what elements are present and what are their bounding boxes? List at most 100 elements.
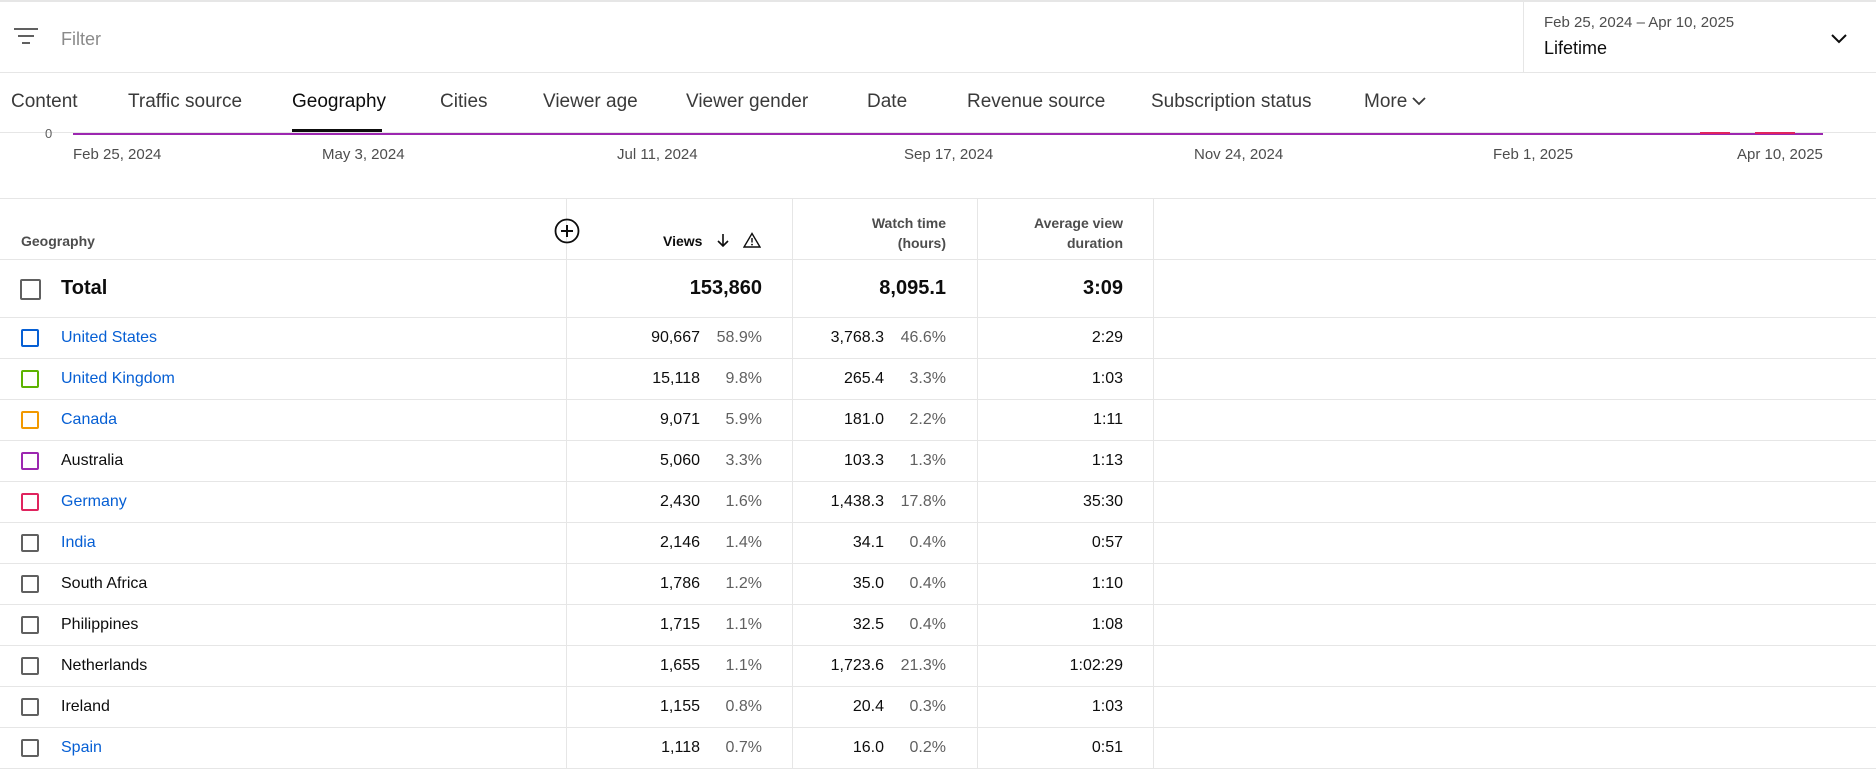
y-axis-zero-label: 0 xyxy=(45,126,53,141)
watch-time-percent: 17.8% xyxy=(900,493,946,510)
date-range-text: Feb 25, 2024 – Apr 10, 2025 xyxy=(1544,14,1735,31)
country-name[interactable]: United Kingdom xyxy=(61,370,175,387)
geography-table: Geography Views Watch time (hours) Avera… xyxy=(0,198,1876,769)
watch-time-value: 34.1 xyxy=(852,534,884,551)
column-header-geography[interactable]: Geography xyxy=(21,233,95,249)
avg-duration-value: 1:11 xyxy=(1093,411,1123,428)
x-axis-tick: Sep 17, 2024 xyxy=(904,146,994,163)
row-checkbox[interactable] xyxy=(21,370,39,388)
country-name: Australia xyxy=(61,452,124,469)
watch-time-value: 103.3 xyxy=(843,452,884,469)
row-checkbox[interactable] xyxy=(21,329,39,347)
tab-viewer-gender[interactable]: Viewer gender xyxy=(686,91,809,112)
row-checkbox[interactable] xyxy=(21,534,39,552)
views-percent: 1.2% xyxy=(725,575,762,592)
table-row: Spain 1,118 0.7% 16.0 0.2% 0:51 xyxy=(0,728,1876,769)
row-checkbox[interactable] xyxy=(21,739,39,757)
tab-traffic-source[interactable]: Traffic source xyxy=(128,91,243,112)
column-header-views[interactable]: Views xyxy=(663,233,703,249)
filter-input[interactable]: Filter xyxy=(61,29,101,49)
add-column-icon[interactable] xyxy=(554,218,580,244)
country-name: Ireland xyxy=(61,698,110,715)
row-checkbox[interactable] xyxy=(21,575,39,593)
date-range-picker[interactable]: Feb 25, 2024 – Apr 10, 2025 Lifetime xyxy=(1523,2,1876,73)
chart-series-accent xyxy=(1700,132,1730,134)
column-divider xyxy=(566,199,567,768)
total-checkbox[interactable] xyxy=(20,279,41,300)
filter-icon[interactable] xyxy=(14,28,38,48)
watch-time-percent: 2.2% xyxy=(909,411,946,428)
watch-time-value: 32.5 xyxy=(852,616,884,633)
views-percent: 58.9% xyxy=(716,329,762,346)
views-value: 5,060 xyxy=(659,452,700,469)
views-percent: 1.1% xyxy=(725,657,762,674)
row-checkbox[interactable] xyxy=(21,452,39,470)
views-percent: 1.6% xyxy=(725,493,762,510)
table-row: Germany 2,430 1.6% 1,438.3 17.8% 35:30 xyxy=(0,482,1876,523)
watch-time-value: 35.0 xyxy=(852,575,884,592)
views-value: 2,430 xyxy=(659,493,700,510)
country-name[interactable]: Germany xyxy=(61,493,127,510)
tab-geography[interactable]: Geography xyxy=(292,91,387,112)
country-name[interactable]: Spain xyxy=(61,739,102,756)
watch-time-value: 181.0 xyxy=(843,411,884,428)
tab-subscription-status[interactable]: Subscription status xyxy=(1151,91,1312,112)
x-axis-tick: Feb 1, 2025 xyxy=(1493,146,1574,163)
row-checkbox[interactable] xyxy=(21,493,39,511)
country-name: Philippines xyxy=(61,616,139,633)
row-checkbox[interactable] xyxy=(21,657,39,675)
watch-time-value: 1,723.6 xyxy=(830,657,884,674)
avg-duration-value: 0:51 xyxy=(1091,739,1123,756)
avg-duration-value: 0:57 xyxy=(1091,534,1123,551)
row-checkbox[interactable] xyxy=(21,698,39,716)
views-value: 1,715 xyxy=(659,616,700,633)
tab-more-label: More xyxy=(1364,91,1408,112)
watch-time-value: 265.4 xyxy=(843,370,884,387)
chart-series-accent xyxy=(1755,132,1795,134)
watch-time-percent: 3.3% xyxy=(909,370,946,387)
watch-time-value: 20.4 xyxy=(852,698,884,715)
country-name[interactable]: United States xyxy=(61,329,158,346)
tab-content[interactable]: Content xyxy=(11,91,78,112)
table-row: Australia 5,060 3.3% 103.3 1.3% 1:13 xyxy=(0,441,1876,482)
avg-header-line1: Average view xyxy=(1034,215,1123,231)
column-header-average-view-duration[interactable]: Average view duration xyxy=(983,213,1123,253)
views-percent: 5.9% xyxy=(725,411,762,428)
tab-viewer-age[interactable]: Viewer age xyxy=(543,91,638,112)
table-row: India 2,146 1.4% 34.1 0.4% 0:57 xyxy=(0,523,1876,564)
total-watch-time: 8,095.1 xyxy=(879,277,946,299)
sort-descending-icon[interactable] xyxy=(715,232,731,248)
country-name[interactable]: Canada xyxy=(61,411,118,428)
country-name[interactable]: India xyxy=(61,534,96,551)
total-views: 153,860 xyxy=(689,277,762,299)
total-avg-duration: 3:09 xyxy=(1082,277,1123,299)
row-checkbox[interactable] xyxy=(21,616,39,634)
table-row: United Kingdom 15,118 9.8% 265.4 3.3% 1:03 xyxy=(0,359,1876,400)
x-axis-tick: Jul 11, 2024 xyxy=(617,146,698,163)
row-checkbox[interactable] xyxy=(21,411,39,429)
total-label: Total xyxy=(61,277,108,299)
views-percent: 1.4% xyxy=(725,534,762,551)
views-percent: 0.8% xyxy=(725,698,762,715)
tab-cities[interactable]: Cities xyxy=(440,91,488,112)
table-row: United States 90,667 58.9% 3,768.3 46.6% 2:29 xyxy=(0,318,1876,359)
watch-time-percent: 0.2% xyxy=(909,739,946,756)
column-header-watch-time[interactable]: Watch time (hours) xyxy=(826,213,946,253)
watch-time-value: 16.0 xyxy=(852,739,884,756)
tab-date[interactable]: Date xyxy=(867,91,908,112)
watch-time-header-line1: Watch time xyxy=(871,215,946,231)
table-row: South Africa 1,786 1.2% 35.0 0.4% 1:10 xyxy=(0,564,1876,605)
report-tabs: Content Traffic source Geography Cities … xyxy=(0,73,1876,133)
table-row: Ireland 1,155 0.8% 20.4 0.3% 1:03 xyxy=(0,687,1876,728)
avg-duration-value: 1:03 xyxy=(1091,370,1123,387)
avg-header-line2: duration xyxy=(1067,235,1123,251)
country-name: Netherlands xyxy=(61,657,148,674)
tab-revenue-source[interactable]: Revenue source xyxy=(967,91,1106,112)
tab-more[interactable]: More xyxy=(1364,91,1427,113)
column-divider xyxy=(792,199,793,768)
views-value: 15,118 xyxy=(652,370,700,387)
views-value: 2,146 xyxy=(659,534,700,551)
x-axis-tick: Feb 25, 2024 xyxy=(73,146,162,163)
warning-icon[interactable] xyxy=(743,232,761,248)
views-percent: 1.1% xyxy=(725,616,762,633)
